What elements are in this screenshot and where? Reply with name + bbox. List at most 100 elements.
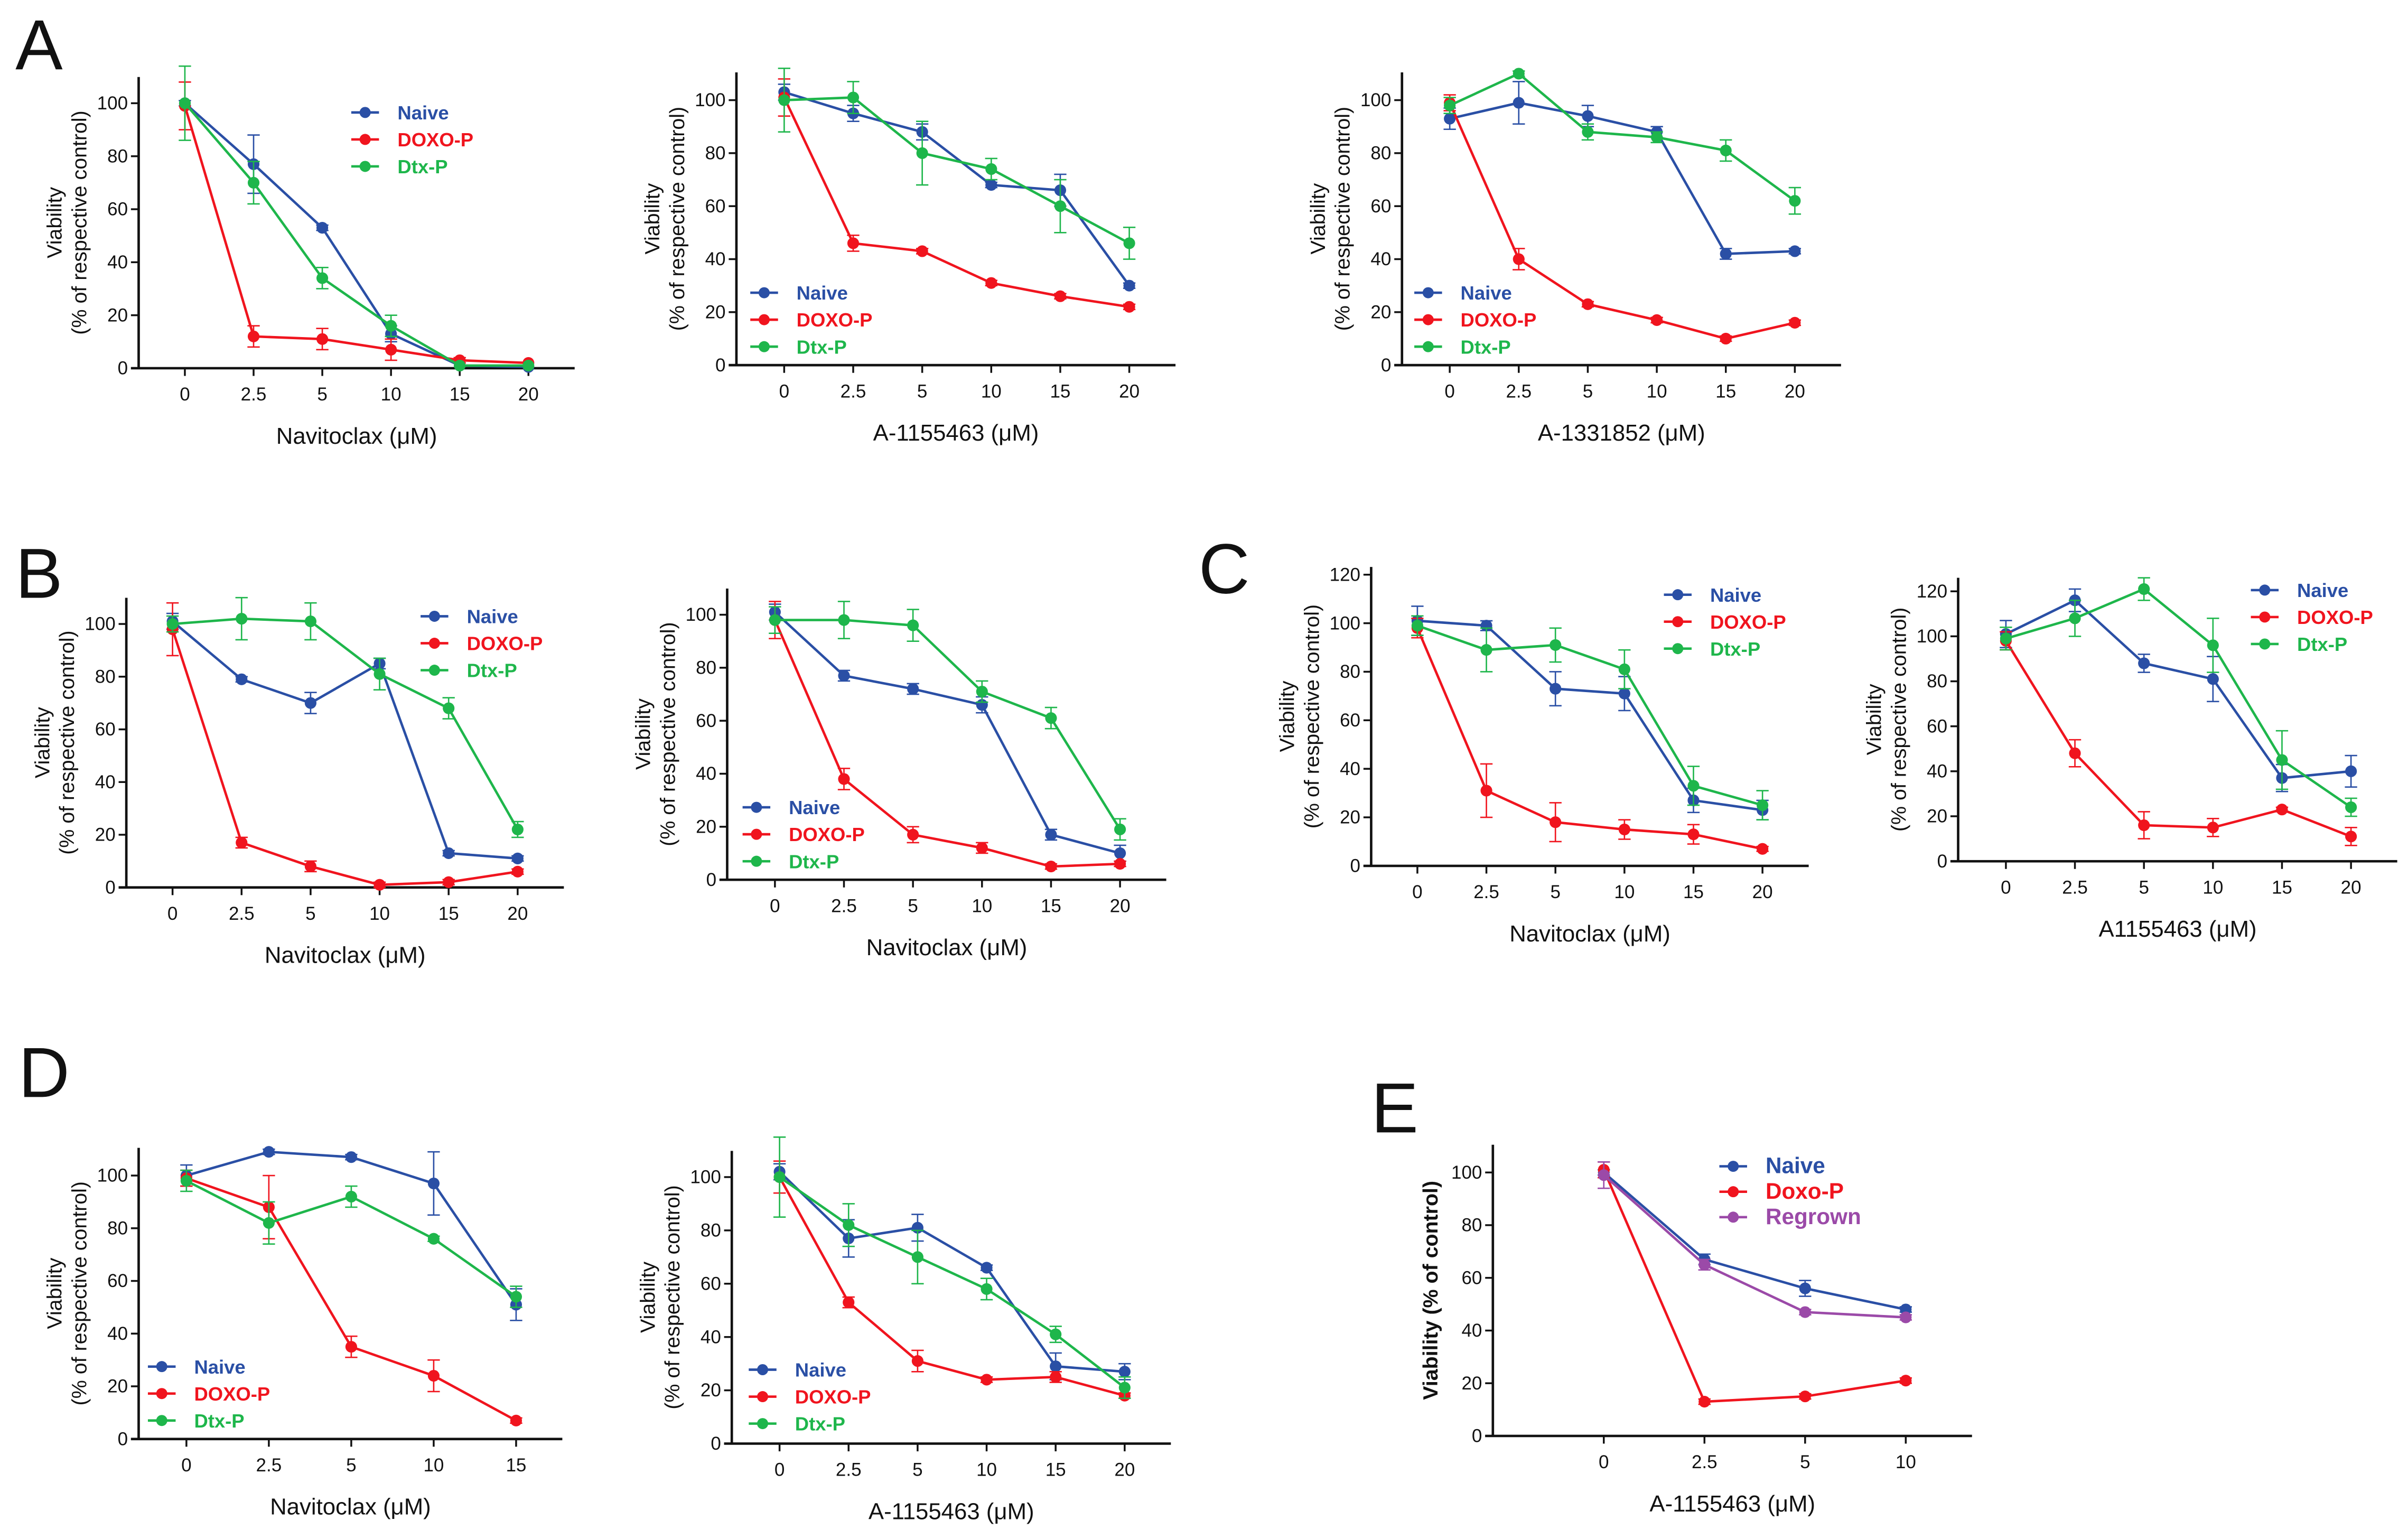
series-line: [172, 617, 519, 831]
data-point: [511, 823, 524, 836]
x-tick-label: 2.5: [241, 384, 267, 405]
data-point: [1618, 823, 1630, 836]
data-point: [1118, 1366, 1131, 1378]
series-dtx-p: [769, 601, 1126, 841]
y-tick-label: 20: [1340, 807, 1360, 828]
x-tick-label: 2.5: [1473, 882, 1499, 902]
data-point: [1513, 97, 1525, 109]
data-point: [985, 163, 997, 175]
series-line: [779, 1176, 1126, 1389]
data-point: [1582, 110, 1594, 122]
data-point: [2138, 657, 2150, 669]
data-point: [1050, 1328, 1062, 1340]
series-line: [186, 1150, 517, 1305]
y-tick-label: 100: [1451, 1162, 1482, 1183]
series-dtx-p: [1411, 615, 1769, 820]
x-tick-label: 10: [369, 903, 390, 924]
y-tick-label: 20: [107, 305, 128, 325]
y-tick-label: 0: [1350, 856, 1360, 876]
legend-label: DOXO-P: [789, 824, 865, 845]
x-tick-label: 0: [774, 1460, 785, 1480]
series-line: [184, 102, 529, 367]
chart-a3: 0 20 40 60 80 100 0 2.5 5 10 15 20 A-1331852 (μM) Via…: [1306, 68, 1841, 446]
x-tick-label: 20: [1110, 896, 1131, 916]
legend-label: Naive: [467, 606, 518, 628]
y-axis-label: Viability: [1276, 680, 1299, 752]
data-point: [2207, 822, 2219, 834]
data-point: [1789, 316, 1801, 329]
chart-d1: 0 20 40 60 80 100 0 2.5 5 10 15 Navitoclax (μM) Viab…: [43, 1146, 563, 1520]
x-tick-label: 20: [518, 384, 539, 405]
series-line: [171, 629, 518, 887]
data-point: [1444, 113, 1456, 125]
y-tick-label: 100: [690, 1167, 721, 1188]
chart-c2: 0 20 40 60 80 100 120 0 2.5 5 10 15 20 A1155463 (μM) V…: [1863, 577, 2397, 942]
data-point: [1054, 290, 1067, 302]
legend-label: DOXO-P: [1710, 611, 1786, 633]
y-tick-label: 60: [107, 1271, 128, 1291]
x-axis-label: Navitoclax (μM): [270, 1494, 431, 1520]
series-doxo-p: [778, 78, 1136, 313]
data-point: [510, 1291, 522, 1303]
data-point: [511, 852, 524, 864]
y-tick-label: 20: [701, 1380, 721, 1401]
legend-marker: [1672, 589, 1684, 601]
data-point: [976, 842, 988, 854]
x-tick-label: 10: [1647, 381, 1667, 402]
data-point: [1618, 687, 1630, 699]
legend-marker: [359, 161, 371, 172]
data-point: [345, 1151, 357, 1163]
legend-marker: [2259, 584, 2271, 596]
data-point: [907, 828, 919, 841]
data-point: [847, 237, 860, 249]
y-axis-label: Viability: [43, 187, 67, 258]
x-tick-label: 15: [450, 384, 470, 405]
y-tick-label: 0: [105, 877, 115, 898]
x-tick-label: 5: [317, 384, 327, 405]
data-point: [1480, 644, 1492, 656]
chart-b2: 0 20 40 60 80 100 0 2.5 5 10 15 20 Navitoclax (μM) Vi…: [632, 588, 1166, 960]
y-tick-label: 0: [118, 1429, 128, 1449]
series-line: [1417, 624, 1763, 807]
x-tick-label: 5: [1583, 381, 1593, 402]
x-tick-label: 2.5: [831, 896, 857, 916]
y-tick-label: 80: [95, 666, 116, 687]
legend-label: Naive: [795, 1359, 846, 1381]
chart-a2: 0 20 40 60 80 100 0 2.5 5 10 15 20 A-1155463 (μM) Via…: [641, 68, 1176, 446]
y-tick-label: 80: [1340, 661, 1360, 682]
series-line: [1417, 619, 1763, 812]
x-axis-label: Navitoclax (μM): [265, 943, 426, 968]
legend-marker: [1728, 1211, 1739, 1223]
data-point: [304, 860, 316, 872]
data-point: [1799, 1306, 1811, 1318]
y-tick-label: 80: [1370, 143, 1391, 164]
x-tick-label: 15: [506, 1455, 526, 1476]
legend-marker: [428, 665, 440, 676]
data-point: [427, 1177, 440, 1190]
series-line: [2005, 599, 2351, 780]
x-tick-label: 5: [346, 1455, 356, 1476]
x-tick-label: 0: [1444, 381, 1454, 402]
legend-label: Naive: [1766, 1153, 1825, 1178]
series-line: [1449, 101, 1795, 255]
data-point: [769, 614, 781, 626]
series-doxo-p: [1411, 618, 1769, 855]
data-point: [427, 1369, 440, 1382]
y-tick-label: 80: [705, 143, 726, 164]
legend-label: Naive: [194, 1356, 245, 1378]
y-tick-label: 100: [1917, 626, 1947, 647]
y-axis-label: Viability: [31, 707, 54, 778]
y-tick-label: 40: [1370, 249, 1391, 269]
y-tick-label: 40: [1461, 1320, 1482, 1341]
data-point: [263, 1217, 275, 1229]
x-tick-label: 0: [167, 903, 178, 924]
chart-b1: 0 20 40 60 80 100 0 2.5 5 10 15 20 Navitoclax (μM) Vi…: [31, 596, 564, 968]
x-tick-label: 2.5: [256, 1455, 282, 1476]
data-point: [1114, 857, 1126, 870]
x-axis-label: A-1155463 (μM): [869, 1498, 1034, 1524]
data-point: [2276, 754, 2288, 766]
legend-marker: [156, 1415, 167, 1426]
legend-marker: [751, 828, 762, 840]
y-tick-label: 80: [1461, 1215, 1482, 1236]
x-tick-label: 15: [438, 903, 459, 924]
